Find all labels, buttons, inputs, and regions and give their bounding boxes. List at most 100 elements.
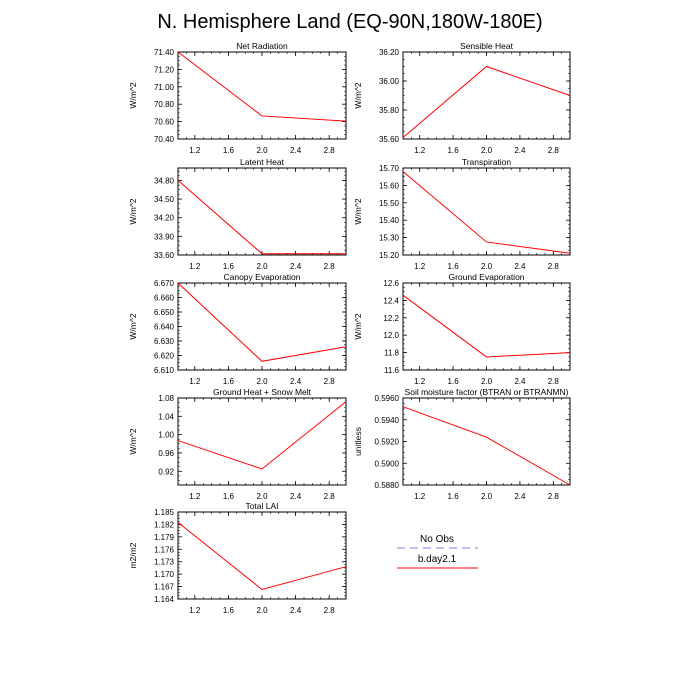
x-tick-label: 2.8	[548, 377, 560, 386]
y-tick-label: 15.60	[379, 181, 400, 190]
x-tick-label: 2.4	[290, 606, 302, 615]
x-tick-label: 1.6	[448, 146, 460, 155]
y-tick-label: 1.173	[154, 558, 175, 567]
x-tick-label: 2.4	[290, 377, 302, 386]
y-tick-label: 35.80	[379, 106, 400, 115]
y-tick-label: 71.20	[154, 65, 175, 74]
plot-frame	[402, 397, 571, 486]
y-tick-label: 36.00	[379, 77, 400, 86]
series-line	[177, 51, 347, 122]
y-axis-label: W/m^2	[128, 198, 138, 224]
y-tick-label: 33.90	[154, 232, 175, 241]
y-tick-label: 0.5900	[375, 459, 400, 468]
y-tick-label: 1.167	[154, 583, 175, 592]
y-tick-label: 15.30	[379, 234, 400, 243]
y-tick-label: 6.630	[154, 337, 175, 346]
panel-title: Canopy Evaporation	[223, 272, 300, 282]
legend-model-label: b.day2.1	[418, 554, 457, 565]
x-tick-label: 2.0	[256, 492, 268, 501]
y-tick-label: 12.0	[383, 331, 399, 340]
series-line	[402, 65, 571, 138]
chart-panel: Transpiration 1.2 1.6 2.0 2.4 2.8 15.20 15.30 15…	[353, 157, 571, 271]
x-tick-label: 1.2	[189, 377, 201, 386]
y-axis-label: unitless	[353, 427, 363, 456]
x-tick-label: 2.0	[256, 606, 268, 615]
y-tick-label: 6.650	[154, 308, 175, 317]
y-tick-label: 6.640	[154, 323, 175, 332]
y-tick-label: 0.5880	[375, 481, 400, 490]
x-tick-label: 2.4	[514, 146, 526, 155]
series-line	[177, 180, 346, 255]
panels: Net Radiation 1.2 1.6 2.0 2.4 2.8 70.40 70.60 70…	[128, 41, 571, 615]
y-tick-label: 12.2	[383, 314, 399, 323]
series-line	[177, 521, 347, 591]
y-axis-label: W/m^2	[128, 82, 138, 108]
y-tick-label: 6.670	[154, 279, 175, 288]
panel-title: Soil moisture factor (BTRAN or BTRANMN)	[405, 387, 569, 397]
x-tick-label: 1.2	[414, 377, 426, 386]
x-tick-label: 1.6	[448, 262, 460, 271]
chart-panel: Latent Heat 1.2 1.6 2.0 2.4 2.8 33.60 33.90 34.2…	[128, 157, 347, 271]
x-tick-label: 2.0	[256, 377, 268, 386]
y-tick-label: 6.610	[154, 366, 175, 375]
x-tick-label: 1.6	[223, 606, 235, 615]
y-tick-label: 1.185	[154, 508, 175, 517]
x-tick-label: 2.8	[324, 606, 336, 615]
y-axis-label: W/m^2	[128, 428, 138, 454]
x-tick-label: 1.6	[223, 377, 235, 386]
series-line	[177, 401, 347, 470]
x-tick-label: 2.0	[256, 146, 268, 155]
chart-panel: Soil moisture factor (BTRAN or BTRANMN) 1…	[353, 387, 571, 501]
panel-title: Ground Heat + Snow Melt	[213, 387, 312, 397]
y-axis-label: W/m^2	[353, 82, 363, 108]
y-axis-label: m2/m2	[128, 542, 138, 568]
plot-frame	[177, 397, 347, 486]
y-tick-label: 1.179	[154, 533, 175, 542]
y-axis-label: W/m^2	[353, 198, 363, 224]
x-tick-label: 2.4	[514, 262, 526, 271]
legend-no-obs-label: No Obs	[420, 534, 454, 545]
x-tick-label: 2.4	[514, 377, 526, 386]
y-tick-label: 35.60	[379, 135, 400, 144]
x-tick-label: 2.0	[256, 262, 268, 271]
y-tick-label: 34.20	[154, 214, 175, 223]
y-axis-label: W/m^2	[128, 313, 138, 339]
x-tick-label: 1.6	[448, 377, 460, 386]
y-axis-label: W/m^2	[353, 313, 363, 339]
chart-panel: Net Radiation 1.2 1.6 2.0 2.4 2.8 70.40 70.60 70…	[128, 41, 347, 155]
y-tick-label: 34.80	[154, 176, 175, 185]
series-line	[402, 171, 571, 254]
y-tick-label: 1.00	[158, 431, 174, 440]
y-tick-label: 6.620	[154, 352, 175, 361]
y-tick-label: 11.6	[384, 366, 400, 375]
x-tick-label: 1.2	[414, 492, 426, 501]
y-tick-label: 15.20	[379, 251, 400, 260]
y-tick-label: 12.4	[383, 296, 399, 305]
y-tick-label: 1.182	[154, 520, 175, 529]
y-tick-label: 70.80	[154, 100, 175, 109]
x-tick-label: 1.6	[448, 492, 460, 501]
x-tick-label: 1.6	[223, 262, 235, 271]
x-tick-label: 1.2	[189, 146, 201, 155]
plot-frame	[177, 51, 347, 140]
x-tick-label: 2.0	[481, 146, 493, 155]
series-line	[177, 282, 347, 362]
x-tick-label: 1.2	[189, 262, 201, 271]
y-tick-label: 0.5920	[375, 438, 400, 447]
y-tick-label: 70.60	[154, 118, 175, 127]
plot-frame	[177, 511, 347, 600]
series-line	[402, 294, 571, 358]
legend: No Obs b.day2.1	[397, 534, 478, 569]
x-tick-label: 2.8	[548, 492, 560, 501]
figure-title: N. Hemisphere Land (EQ-90N,180W-180E)	[157, 11, 542, 33]
y-tick-label: 1.164	[154, 595, 175, 604]
x-tick-label: 2.4	[290, 262, 302, 271]
chart-panel: Ground Evaporation 1.2 1.6 2.0 2.4 2.8 11.6 11.…	[353, 272, 571, 386]
y-tick-label: 70.40	[154, 135, 175, 144]
y-tick-label: 1.170	[154, 570, 175, 579]
x-tick-label: 1.2	[414, 146, 426, 155]
y-tick-label: 1.04	[158, 412, 174, 421]
chart-panel: Sensible Heat 1.2 1.6 2.0 2.4 2.8 35.60 35.80 36…	[353, 41, 571, 155]
x-tick-label: 1.2	[189, 492, 201, 501]
